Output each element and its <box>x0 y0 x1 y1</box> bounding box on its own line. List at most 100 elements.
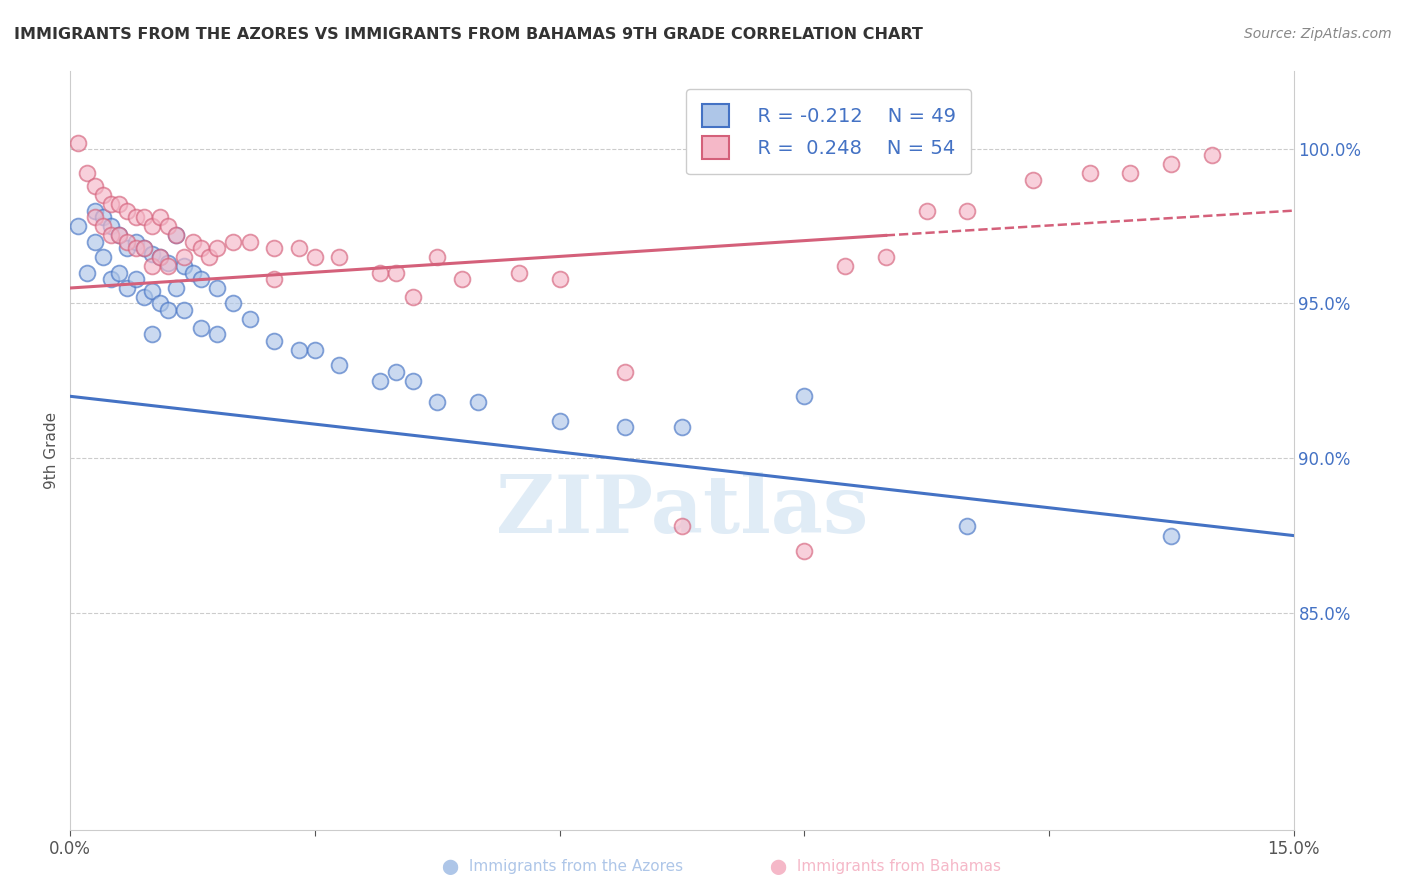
Point <box>83 210 105 224</box>
Point <box>124 241 146 255</box>
Point <box>108 266 131 280</box>
Point <box>222 296 245 310</box>
Point <box>239 312 262 326</box>
Y-axis label: 9th Grade: 9th Grade <box>44 412 59 489</box>
Point <box>100 219 122 233</box>
Point <box>263 334 285 348</box>
Point <box>76 166 98 180</box>
Point <box>117 281 139 295</box>
Point <box>793 389 815 403</box>
Point <box>205 327 228 342</box>
Point <box>124 271 146 285</box>
Point <box>450 271 472 285</box>
Point <box>149 210 172 224</box>
Point <box>117 241 139 255</box>
Point <box>141 219 163 233</box>
Point <box>368 266 391 280</box>
Text: ZIPatlas: ZIPatlas <box>496 472 868 550</box>
Point <box>157 260 180 274</box>
Point <box>83 203 105 218</box>
Point <box>173 260 195 274</box>
Point <box>83 235 105 249</box>
Point <box>613 365 636 379</box>
Point <box>173 302 195 317</box>
Point <box>328 359 350 373</box>
Point <box>287 241 309 255</box>
Point <box>100 271 122 285</box>
Point <box>1021 172 1043 186</box>
Point <box>83 178 105 193</box>
Point <box>76 266 98 280</box>
Point <box>402 374 425 388</box>
Point <box>205 241 228 255</box>
Point <box>263 241 285 255</box>
Point <box>190 271 212 285</box>
Point <box>157 256 180 270</box>
Point <box>1078 166 1101 180</box>
Point <box>198 250 221 264</box>
Point <box>385 266 408 280</box>
Point <box>239 235 262 249</box>
Legend:   R = -0.212    N = 49,   R =  0.248    N = 54: R = -0.212 N = 49, R = 0.248 N = 54 <box>686 88 972 175</box>
Point <box>834 260 856 274</box>
Point <box>875 250 897 264</box>
Point <box>117 203 139 218</box>
Point <box>149 296 172 310</box>
Text: IMMIGRANTS FROM THE AZORES VS IMMIGRANTS FROM BAHAMAS 9TH GRADE CORRELATION CHAR: IMMIGRANTS FROM THE AZORES VS IMMIGRANTS… <box>14 27 922 42</box>
Point <box>117 235 139 249</box>
Point <box>91 250 114 264</box>
Point <box>385 365 408 379</box>
Point <box>956 519 979 533</box>
Point <box>671 519 693 533</box>
Point <box>132 241 155 255</box>
Point <box>181 235 204 249</box>
Point <box>108 197 131 211</box>
Point <box>328 250 350 264</box>
Point <box>141 247 163 261</box>
Point <box>91 219 114 233</box>
Point <box>222 235 245 249</box>
Point <box>426 395 449 409</box>
Text: Source: ZipAtlas.com: Source: ZipAtlas.com <box>1244 27 1392 41</box>
Point <box>165 228 187 243</box>
Point <box>100 228 122 243</box>
Point <box>915 203 938 218</box>
Point <box>124 210 146 224</box>
Point <box>548 414 571 428</box>
Point <box>1160 528 1182 542</box>
Point <box>165 281 187 295</box>
Point <box>149 250 172 264</box>
Point <box>304 250 326 264</box>
Point <box>671 420 693 434</box>
Point <box>157 219 180 233</box>
Point <box>67 136 90 150</box>
Point <box>173 250 195 264</box>
Point <box>132 241 155 255</box>
Point <box>368 374 391 388</box>
Text: ⬤  Immigrants from Bahamas: ⬤ Immigrants from Bahamas <box>770 859 1001 875</box>
Point <box>181 266 204 280</box>
Point <box>124 235 146 249</box>
Point <box>165 228 187 243</box>
Point <box>402 290 425 304</box>
Point <box>956 203 979 218</box>
Point <box>190 241 212 255</box>
Point <box>157 302 180 317</box>
Point <box>467 395 489 409</box>
Point <box>67 219 90 233</box>
Text: ⬤  Immigrants from the Azores: ⬤ Immigrants from the Azores <box>441 859 683 875</box>
Point <box>1119 166 1142 180</box>
Point <box>132 290 155 304</box>
Point <box>304 343 326 357</box>
Point <box>205 281 228 295</box>
Point <box>426 250 449 264</box>
Point <box>141 327 163 342</box>
Point <box>91 210 114 224</box>
Point <box>793 544 815 558</box>
Point <box>108 228 131 243</box>
Point <box>91 188 114 202</box>
Point <box>141 260 163 274</box>
Point <box>100 197 122 211</box>
Point <box>508 266 530 280</box>
Point <box>1201 148 1223 162</box>
